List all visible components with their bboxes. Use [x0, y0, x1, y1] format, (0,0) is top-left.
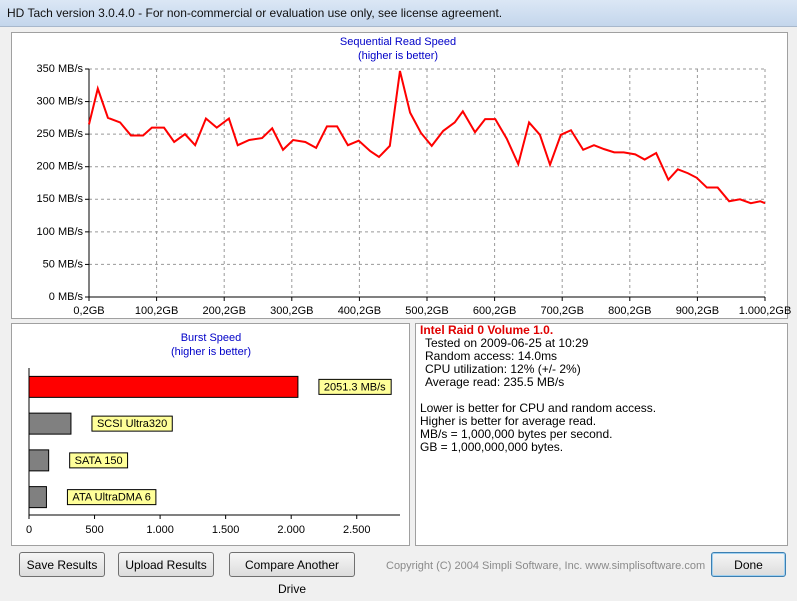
x-tick-label: 1.000,2GB	[739, 305, 792, 317]
note-line: MB/s = 1,000,000 bytes per second.	[420, 427, 613, 441]
chart-subtitle: (higher is better)	[171, 346, 251, 358]
copyright: Copyright (C) 2004 Simpli Software, Inc.…	[386, 560, 706, 572]
x-tick-label: 600,2GB	[473, 305, 516, 317]
y-tick-label: 200 MB/s	[37, 161, 84, 173]
x-tick-label: 500,2GB	[405, 305, 448, 317]
y-tick-label: 50 MB/s	[43, 258, 84, 270]
note-line: Higher is better for average read.	[420, 414, 597, 428]
x-tick-label: 0	[26, 524, 32, 536]
y-tick-label: 350 MB/s	[37, 63, 84, 75]
note-line: GB = 1,000,000,000 bytes.	[420, 440, 564, 454]
label-box	[318, 378, 392, 395]
info-panel	[415, 323, 788, 546]
label-box	[91, 415, 173, 432]
note-line: Lower is better for CPU and random acces…	[420, 401, 657, 415]
label-box	[66, 489, 157, 506]
upload-button[interactable]: Upload Results	[118, 552, 214, 577]
bar-label: SATA 150	[75, 455, 123, 467]
x-tick-label: 400,2GB	[338, 305, 381, 317]
drive-name: Intel Raid 0 Volume 1.0.	[420, 323, 554, 337]
x-tick-label: 300,2GB	[270, 305, 313, 317]
read-line	[88, 70, 766, 205]
info-text: Intel Raid 0 Volume 1.0. Tested on 2009-…	[420, 324, 656, 454]
y-tick-label: 0 MB/s	[49, 291, 84, 303]
info-line: Random access: 14.0ms	[425, 349, 558, 363]
x-tick-label: 1.500	[212, 524, 240, 536]
x-tick-label: 2.000	[277, 524, 305, 536]
info-line: CPU utilization: 12% (+/- 2%)	[425, 362, 581, 376]
bar-label: 2051.3 MB/s	[324, 381, 386, 393]
chart-title: Burst Speed	[181, 332, 242, 344]
save-button[interactable]: Save Results	[19, 552, 105, 577]
x-tick-label: 0,2GB	[73, 305, 104, 317]
bar	[28, 486, 47, 509]
x-tick-label: 200,2GB	[202, 305, 245, 317]
x-tick-label: 800,2GB	[608, 305, 651, 317]
window-title: HD Tach version 3.0.4.0 - For non-commer…	[7, 6, 503, 20]
title-bar: HD Tach version 3.0.4.0 - For non-commer…	[0, 0, 797, 27]
x-tick-label: 900,2GB	[676, 305, 719, 317]
burst-panel	[11, 323, 410, 546]
bar	[28, 412, 72, 435]
info-line: Tested on 2009-06-25 at 10:29	[425, 336, 589, 350]
done-button[interactable]: Done	[711, 552, 786, 577]
charts: Sequential Read Speed (higher is better) 0…	[11, 32, 792, 546]
y-tick-label: 100 MB/s	[37, 226, 84, 238]
x-tick-label: 500	[85, 524, 103, 536]
x-tick-label: 1.000	[146, 524, 174, 536]
bar-label: SCSI Ultra320	[97, 418, 167, 430]
chart-title: Sequential Read Speed	[340, 36, 456, 48]
bar	[28, 449, 50, 472]
bar	[28, 375, 299, 398]
y-tick-label: 300 MB/s	[37, 95, 84, 107]
x-tick-label: 700,2GB	[540, 305, 583, 317]
compare-button[interactable]: Compare Another Drive	[229, 552, 355, 596]
x-tick-label: 100,2GB	[135, 305, 178, 317]
info-line: Average read: 235.5 MB/s	[425, 375, 565, 389]
x-tick-label: 2.500	[343, 524, 371, 536]
label-box	[69, 452, 129, 469]
chart-subtitle: (higher is better)	[358, 50, 438, 62]
bar-label: ATA UltraDMA 6	[72, 492, 150, 504]
y-tick-label: 250 MB/s	[37, 128, 84, 140]
y-tick-label: 150 MB/s	[37, 193, 84, 205]
